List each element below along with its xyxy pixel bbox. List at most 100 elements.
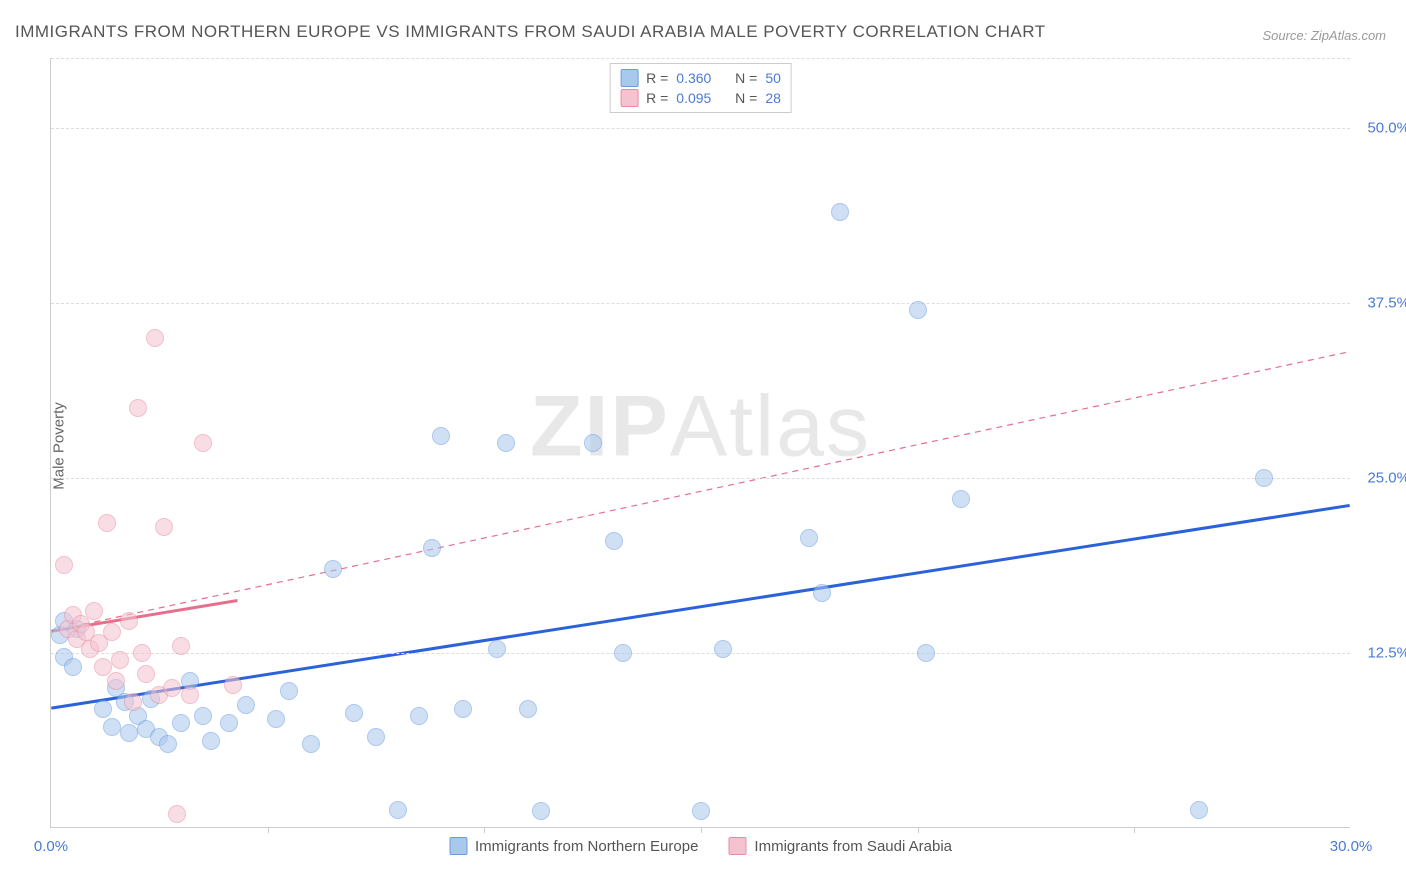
r-label-sa: R = xyxy=(646,90,668,106)
scatter-point-ne xyxy=(432,427,450,445)
y-tick-label: 12.5% xyxy=(1367,645,1406,662)
scatter-point-sa xyxy=(137,665,155,683)
scatter-point-ne xyxy=(103,718,121,736)
scatter-point-ne xyxy=(831,203,849,221)
scatter-point-ne xyxy=(614,644,632,662)
scatter-point-ne xyxy=(202,732,220,750)
source-attribution: Source: ZipAtlas.com xyxy=(1262,28,1386,43)
y-tick-label: 37.5% xyxy=(1367,295,1406,312)
scatter-point-ne xyxy=(324,560,342,578)
scatter-point-ne xyxy=(280,682,298,700)
swatch-sa-bottom xyxy=(728,837,746,855)
scatter-point-ne xyxy=(389,801,407,819)
scatter-point-sa xyxy=(129,399,147,417)
gridline xyxy=(51,478,1350,479)
scatter-point-ne xyxy=(909,301,927,319)
scatter-point-sa xyxy=(168,805,186,823)
plot-area: ZIPAtlas R = 0.360 N = 50 R = 0.095 N = … xyxy=(50,58,1350,828)
gridline xyxy=(51,58,1350,59)
scatter-point-ne xyxy=(423,539,441,557)
scatter-point-ne xyxy=(302,735,320,753)
watermark-bold: ZIP xyxy=(530,379,670,475)
chart-container: IMMIGRANTS FROM NORTHERN EUROPE VS IMMIG… xyxy=(0,0,1406,892)
n-value-sa: 28 xyxy=(765,90,781,106)
gridline xyxy=(51,128,1350,129)
r-value-sa: 0.095 xyxy=(676,90,711,106)
scatter-point-sa xyxy=(146,329,164,347)
scatter-point-ne xyxy=(267,710,285,728)
n-label-sa: N = xyxy=(735,90,757,106)
scatter-point-ne xyxy=(410,707,428,725)
x-tick-mark xyxy=(1134,827,1135,833)
r-label-ne: R = xyxy=(646,70,668,86)
y-tick-label: 25.0% xyxy=(1367,470,1406,487)
scatter-point-ne xyxy=(1255,469,1273,487)
scatter-point-sa xyxy=(55,556,73,574)
scatter-point-ne xyxy=(714,640,732,658)
x-tick-mark xyxy=(268,827,269,833)
watermark-light: Atlas xyxy=(670,379,871,475)
series-legend: Immigrants from Northern Europe Immigran… xyxy=(449,837,952,855)
scatter-point-ne xyxy=(454,700,472,718)
scatter-point-ne xyxy=(220,714,238,732)
scatter-point-sa xyxy=(98,514,116,532)
r-value-ne: 0.360 xyxy=(676,70,711,86)
chart-title: IMMIGRANTS FROM NORTHERN EUROPE VS IMMIG… xyxy=(15,22,1046,42)
n-label-ne: N = xyxy=(735,70,757,86)
legend-row-ne: R = 0.360 N = 50 xyxy=(620,68,781,88)
legend-row-sa: R = 0.095 N = 28 xyxy=(620,88,781,108)
scatter-point-ne xyxy=(159,735,177,753)
scatter-point-ne xyxy=(94,700,112,718)
scatter-point-ne xyxy=(194,707,212,725)
scatter-point-ne xyxy=(120,724,138,742)
scatter-point-sa xyxy=(172,637,190,655)
scatter-point-sa xyxy=(133,644,151,662)
scatter-point-ne xyxy=(237,696,255,714)
correlation-legend: R = 0.360 N = 50 R = 0.095 N = 28 xyxy=(609,63,792,113)
scatter-point-ne xyxy=(172,714,190,732)
x-tick-label: 0.0% xyxy=(34,838,68,855)
scatter-point-sa xyxy=(155,518,173,536)
scatter-point-ne xyxy=(519,700,537,718)
scatter-point-sa xyxy=(163,679,181,697)
x-tick-label: 30.0% xyxy=(1330,838,1373,855)
scatter-point-sa xyxy=(181,686,199,704)
scatter-point-sa xyxy=(107,672,125,690)
scatter-point-ne xyxy=(813,584,831,602)
scatter-point-ne xyxy=(367,728,385,746)
scatter-point-ne xyxy=(917,644,935,662)
scatter-point-ne xyxy=(532,802,550,820)
scatter-point-ne xyxy=(692,802,710,820)
scatter-point-ne xyxy=(1190,801,1208,819)
scatter-point-ne xyxy=(488,640,506,658)
scatter-point-sa xyxy=(103,623,121,641)
scatter-point-sa xyxy=(194,434,212,452)
scatter-point-ne xyxy=(952,490,970,508)
y-tick-label: 50.0% xyxy=(1367,120,1406,137)
n-value-ne: 50 xyxy=(765,70,781,86)
scatter-point-sa xyxy=(224,676,242,694)
scatter-point-sa xyxy=(120,612,138,630)
scatter-point-sa xyxy=(124,693,142,711)
watermark: ZIPAtlas xyxy=(530,378,871,477)
series-label-ne: Immigrants from Northern Europe xyxy=(475,838,698,855)
series-label-sa: Immigrants from Saudi Arabia xyxy=(754,838,952,855)
gridline xyxy=(51,303,1350,304)
swatch-ne-bottom xyxy=(449,837,467,855)
scatter-point-ne xyxy=(64,658,82,676)
legend-item-ne: Immigrants from Northern Europe xyxy=(449,837,698,855)
legend-item-sa: Immigrants from Saudi Arabia xyxy=(728,837,952,855)
x-tick-mark xyxy=(918,827,919,833)
scatter-point-ne xyxy=(497,434,515,452)
scatter-point-sa xyxy=(85,602,103,620)
scatter-point-ne xyxy=(605,532,623,550)
swatch-ne xyxy=(620,69,638,87)
gridline xyxy=(51,653,1350,654)
x-tick-mark xyxy=(484,827,485,833)
scatter-point-ne xyxy=(584,434,602,452)
x-tick-mark xyxy=(701,827,702,833)
scatter-point-ne xyxy=(345,704,363,722)
scatter-point-sa xyxy=(111,651,129,669)
swatch-sa xyxy=(620,89,638,107)
scatter-point-ne xyxy=(800,529,818,547)
